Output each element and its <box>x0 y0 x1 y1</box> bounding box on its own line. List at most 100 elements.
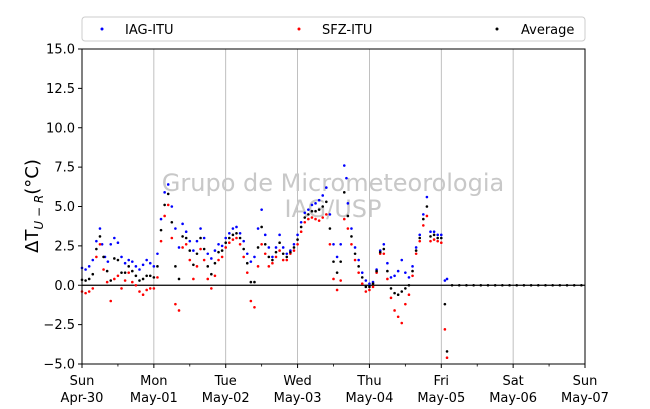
point-average <box>418 236 422 240</box>
point-average <box>375 269 378 273</box>
point-iag-itu <box>141 263 145 267</box>
point-iag-itu <box>325 186 328 189</box>
point-iag-itu <box>113 236 116 240</box>
point-average <box>289 250 292 254</box>
point-average <box>206 265 210 268</box>
point-average <box>145 274 148 278</box>
point-sfz-itu <box>418 239 422 243</box>
point-average <box>159 228 163 232</box>
point-iag-itu <box>253 255 256 259</box>
point-iag-itu <box>339 243 342 246</box>
x-tick-date: May-01 <box>130 391 178 406</box>
x-tick-date: May-07 <box>561 391 609 406</box>
x-tick-day: Tue <box>214 374 237 389</box>
point-average <box>109 279 113 282</box>
point-average <box>425 205 429 208</box>
point-sfz-itu <box>163 214 166 218</box>
point-iag-itu <box>263 233 267 237</box>
point-iag-itu <box>95 239 98 243</box>
point-average <box>156 265 159 268</box>
point-sfz-itu <box>422 224 425 227</box>
point-iag-itu <box>100 243 104 246</box>
point-iag-itu <box>131 260 134 263</box>
point-iag-itu <box>303 211 307 215</box>
point-iag-itu <box>213 249 217 252</box>
point-iag-itu <box>245 252 249 256</box>
point-sfz-itu <box>141 293 145 297</box>
point-sfz-itu <box>339 279 342 282</box>
point-iag-itu <box>296 233 299 237</box>
point-iag-itu <box>249 260 253 263</box>
point-sfz-itu <box>443 328 447 331</box>
point-sfz-itu <box>231 238 235 241</box>
point-sfz-itu <box>87 290 91 293</box>
point-sfz-itu <box>285 258 289 262</box>
point-iag-itu <box>281 246 285 249</box>
point-sfz-itu <box>314 217 317 221</box>
point-sfz-itu <box>156 276 159 279</box>
point-average <box>310 209 314 213</box>
x-tick-day: Thu <box>356 374 381 389</box>
point-average <box>580 283 583 287</box>
y-tick-label: 7.5 <box>54 161 75 176</box>
point-average <box>335 271 339 274</box>
y-tick-label: 12.5 <box>46 82 75 97</box>
point-iag-itu <box>199 227 202 230</box>
point-sfz-itu <box>98 243 102 246</box>
point-average <box>138 279 141 282</box>
point-average <box>113 257 116 260</box>
point-iag-itu <box>267 246 271 249</box>
point-sfz-itu <box>307 217 310 221</box>
point-sfz-itu <box>389 296 393 300</box>
point-average <box>368 285 371 289</box>
point-iag-itu <box>422 213 425 216</box>
point-iag-itu <box>342 164 346 167</box>
point-sfz-itu <box>328 243 332 246</box>
point-average <box>188 249 192 252</box>
point-average <box>224 241 228 245</box>
point-iag-itu <box>256 227 260 230</box>
grid-lines <box>153 49 514 364</box>
x-tick-day: Fri <box>434 374 450 389</box>
point-iag-itu <box>350 227 353 230</box>
point-average <box>202 247 206 251</box>
point-average <box>422 217 425 221</box>
point-sfz-itu <box>263 252 267 256</box>
y-tick-label: −2.5 <box>43 318 75 333</box>
point-average <box>508 283 511 287</box>
point-iag-itu <box>217 243 220 246</box>
point-iag-itu <box>382 243 386 246</box>
point-sfz-itu <box>166 203 170 207</box>
x-tick-day: Sun <box>573 374 598 389</box>
y-tick-label: 15.0 <box>46 43 75 58</box>
point-iag-itu <box>106 260 110 263</box>
point-iag-itu <box>443 279 447 282</box>
legend-frame <box>81 16 586 42</box>
point-average <box>445 350 449 353</box>
series-sfz-itu <box>80 203 449 360</box>
point-sfz-itu <box>213 274 217 278</box>
point-average <box>544 283 547 287</box>
point-average <box>332 260 335 263</box>
point-sfz-itu <box>407 293 411 297</box>
point-sfz-itu <box>371 285 375 289</box>
point-sfz-itu <box>95 255 98 259</box>
point-sfz-itu <box>425 214 429 218</box>
point-iag-itu <box>386 261 389 265</box>
point-sfz-itu <box>439 241 443 245</box>
point-average <box>296 238 299 241</box>
point-average <box>522 283 526 287</box>
point-average <box>465 283 468 287</box>
point-iag-itu <box>134 265 138 268</box>
point-sfz-itu <box>138 290 141 293</box>
point-sfz-itu <box>206 277 210 281</box>
point-iag-itu <box>152 265 156 268</box>
point-iag-itu <box>123 261 127 265</box>
point-iag-itu <box>188 239 192 243</box>
point-average <box>479 283 483 287</box>
point-average <box>141 277 145 281</box>
point-iag-itu <box>159 217 163 221</box>
point-average <box>396 293 400 297</box>
point-iag-itu <box>148 261 152 265</box>
